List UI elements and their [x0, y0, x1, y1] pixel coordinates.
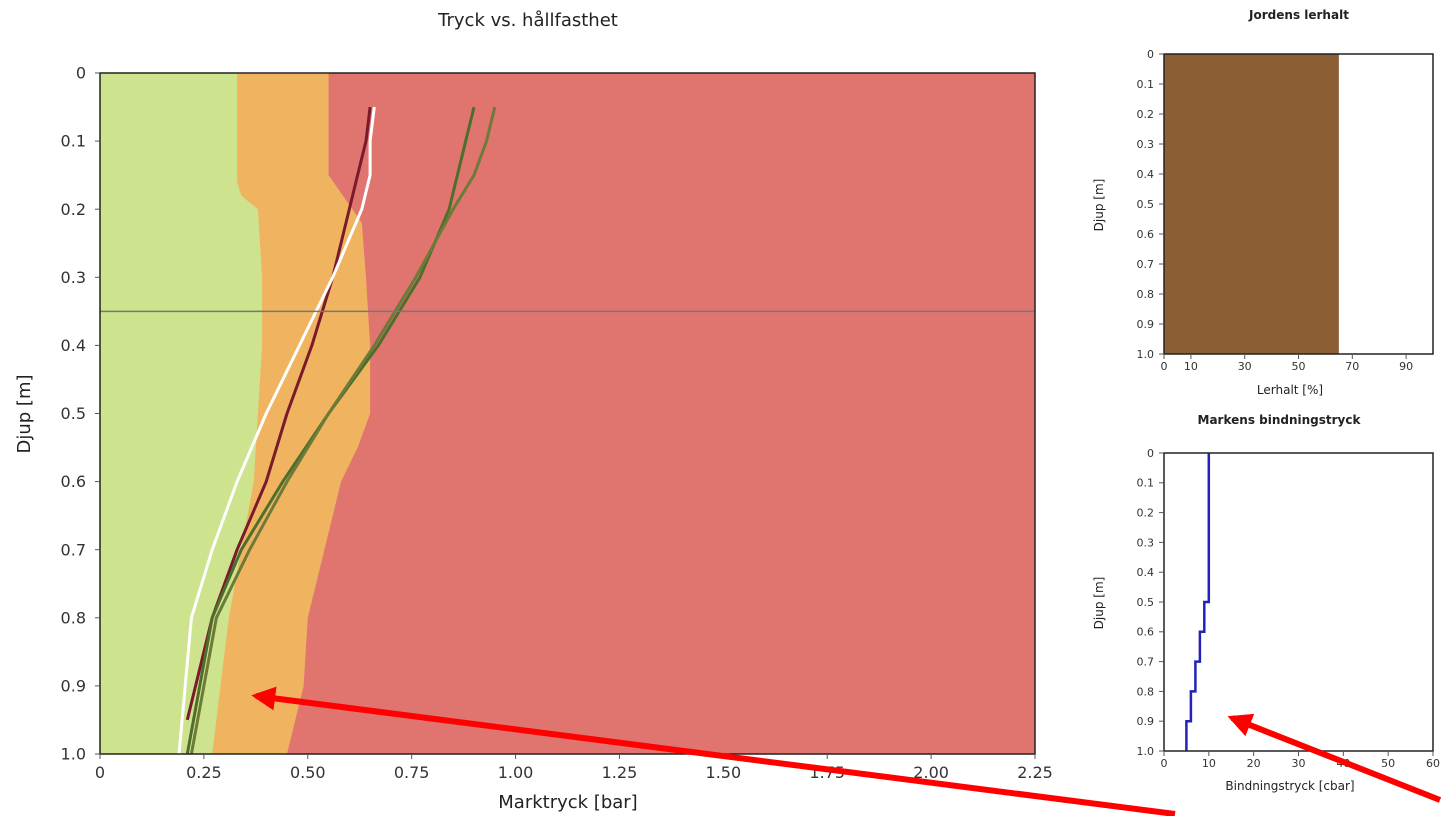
y-tick-label: 0.8	[1137, 288, 1155, 301]
suction-x-axis-label: Bindningstryck [cbar]	[1225, 779, 1354, 793]
y-tick-label: 0.7	[1137, 258, 1155, 271]
y-tick-label: 0.1	[1137, 78, 1155, 91]
zone-low-pressure	[100, 73, 263, 754]
y-tick-label: 0.7	[1137, 655, 1155, 668]
y-tick-label: 0.2	[1137, 108, 1155, 121]
clay-bar	[1164, 54, 1339, 354]
y-tick-label: 0.8	[61, 608, 86, 627]
series-line-3	[189, 106, 497, 755]
x-tick-label: 50	[1381, 757, 1395, 770]
y-tick-label: 0.2	[1137, 506, 1155, 519]
suction-chart-title: Markens bindningstryck	[1198, 413, 1362, 427]
x-tick-label: 10	[1202, 757, 1216, 770]
suction-line	[1185, 453, 1211, 751]
y-tick-label: 0.4	[1137, 566, 1155, 579]
y-tick-label: 0.2	[61, 200, 86, 219]
y-tick-label: 0.9	[1137, 715, 1155, 728]
y-tick-label: 0	[1147, 48, 1154, 61]
x-tick-label: 10	[1184, 360, 1198, 373]
y-tick-label: 0	[76, 64, 86, 83]
y-tick-label: 0.6	[1137, 228, 1155, 241]
x-tick-label: 70	[1345, 360, 1359, 373]
annotation-arrow-main	[251, 686, 1176, 816]
annotation-arrow-suction	[1227, 713, 1442, 803]
y-tick-label: 0.3	[61, 268, 86, 287]
x-tick-label: 30	[1238, 360, 1252, 373]
y-tick-label: 0.3	[1137, 138, 1155, 151]
y-tick-label: 0.9	[1137, 318, 1155, 331]
clay-x-axis-label: Lerhalt [%]	[1257, 383, 1323, 397]
y-tick-label: 0.4	[61, 336, 86, 355]
y-tick-label: 0.1	[61, 132, 86, 151]
x-tick-label: 0	[1161, 360, 1168, 373]
x-tick-label: 60	[1426, 757, 1440, 770]
x-tick-label: 0.25	[186, 763, 222, 782]
y-tick-label: 0.5	[1137, 198, 1155, 211]
y-tick-label: 0.4	[1137, 168, 1155, 181]
x-tick-label: 50	[1292, 360, 1306, 373]
y-tick-label: 0.6	[61, 472, 86, 491]
y-tick-label: 0.9	[61, 677, 86, 696]
series-line-1	[177, 106, 376, 755]
x-tick-label: 1.00	[498, 763, 534, 782]
series-line-0	[185, 106, 372, 721]
y-tick-label: 0.7	[61, 540, 86, 559]
x-tick-label: 0	[1161, 757, 1168, 770]
y-tick-label: 0.5	[1137, 596, 1155, 609]
clay-chart-title: Jordens lerhalt	[1248, 8, 1349, 22]
x-tick-label: 20	[1247, 757, 1261, 770]
main-x-axis-label: Marktryck [bar]	[498, 792, 637, 813]
x-tick-label: 2.00	[913, 763, 949, 782]
y-tick-label: 1.0	[1137, 348, 1155, 361]
x-tick-label: 0.50	[290, 763, 326, 782]
main-chart-title: Tryck vs. hållfasthet	[437, 10, 618, 31]
suction-y-axis-label: Djup [m]	[1092, 577, 1106, 630]
y-tick-label: 0.1	[1137, 477, 1155, 490]
series-line-2	[185, 106, 476, 755]
y-tick-label: 0.5	[61, 404, 86, 423]
main-y-axis-label: Djup [m]	[14, 375, 35, 454]
y-tick-label: 0	[1147, 447, 1154, 460]
x-tick-label: 30	[1292, 757, 1306, 770]
y-tick-label: 1.0	[1137, 745, 1155, 758]
y-tick-label: 0.3	[1137, 536, 1155, 549]
x-tick-label: 2.25	[1017, 763, 1053, 782]
x-tick-label: 1.50	[706, 763, 742, 782]
x-tick-label: 90	[1399, 360, 1413, 373]
y-tick-label: 1.0	[61, 745, 86, 764]
y-tick-label: 0.6	[1137, 626, 1155, 639]
x-tick-label: 0	[95, 763, 105, 782]
x-tick-label: 0.75	[394, 763, 430, 782]
y-tick-label: 0.8	[1137, 685, 1155, 698]
clay-y-axis-label: Djup [m]	[1092, 179, 1106, 232]
x-tick-label: 1.25	[602, 763, 638, 782]
